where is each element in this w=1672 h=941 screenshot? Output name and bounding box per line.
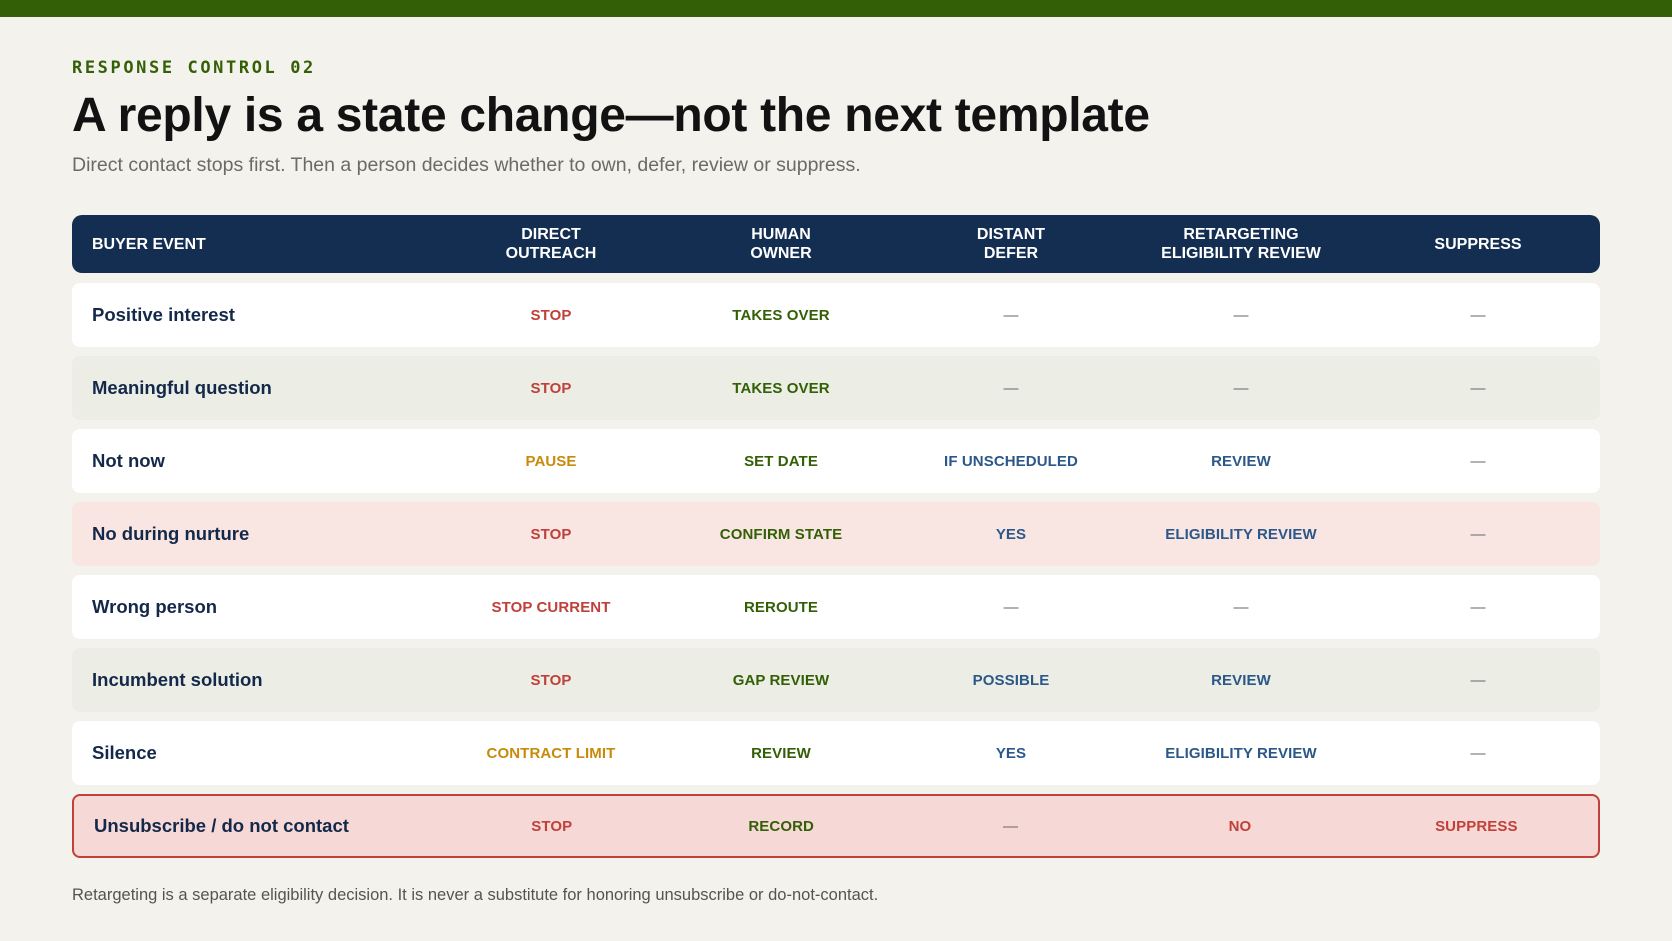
suppress-cell: — [1470,306,1486,324]
header-human-owner: HUMAN OWNER [750,226,812,262]
buyer-event-cell: No during nurture [92,523,250,544]
buyer-event-cell: Incumbent solution [92,669,263,690]
suppress-cell: — [1470,671,1486,689]
human-owner-cell: CONFIRM STATE [719,525,843,543]
buyer-event-cell: Positive interest [92,304,235,325]
page-subtitle: Direct contact stops first. Then a perso… [72,154,861,176]
retargeting-review-cell: ELIGIBILITY REVIEW [1165,525,1317,543]
human-owner-cell: GAP REVIEW [732,671,830,689]
direct-outreach-cell: STOP [530,671,572,689]
top-accent-bar [0,0,1672,17]
suppress-cell: — [1470,744,1486,762]
buyer-event-cell: Meaningful question [92,377,272,398]
retargeting-review-cell: NO [1228,817,1252,835]
header-direct-outreach: DIRECT OUTREACH [505,226,597,262]
suppress-cell: — [1470,525,1486,543]
human-owner-cell: REROUTE [743,598,819,616]
table-row: Silence CONTRACT LIMIT REVIEW YES ELIGIBILIT… [72,721,1600,785]
response-control-table: BUYER EVENT DIRECT OUTREACH HUMAN OWNER … [72,215,1600,858]
header-suppress: SUPPRESS [1434,235,1522,253]
distant-defer-cell: IF UNSCHEDULED [944,452,1078,470]
distant-defer-cell: — [1003,379,1019,397]
direct-outreach-cell: STOP [530,525,572,543]
table-row: Not now PAUSE SET DATE IF UNSCHEDULED REVIEW… [72,429,1600,493]
retargeting-review-cell: ELIGIBILITY REVIEW [1165,744,1317,762]
table-body: Positive interest STOP TAKES OVER — — — Meanin… [72,283,1600,858]
table-row: Unsubscribe / do not contact STOP RECORD — N… [72,794,1600,858]
suppress-cell: — [1470,379,1486,397]
distant-defer-cell: — [1003,306,1019,324]
direct-outreach-cell: CONTRACT LIMIT [486,744,616,762]
retargeting-review-cell: REVIEW [1211,671,1271,689]
table-header: BUYER EVENT DIRECT OUTREACH HUMAN OWNER … [72,215,1600,273]
direct-outreach-cell: STOP [531,817,573,835]
table-row: No during nurture STOP CONFIRM STATE YES ELI… [72,502,1600,566]
section-eyebrow: RESPONSE CONTROL 02 [72,58,316,78]
human-owner-cell: RECORD [748,817,814,835]
distant-defer-cell: YES [995,525,1027,543]
distant-defer-cell: — [1003,598,1019,616]
footnote: Retargeting is a separate eligibility de… [72,886,879,904]
table-row: Incumbent solution STOP GAP REVIEW POSSIBLE… [72,648,1600,712]
buyer-event-cell: Not now [92,450,165,471]
direct-outreach-cell: STOP [530,306,572,324]
suppress-cell: — [1470,598,1486,616]
direct-outreach-cell: STOP [530,379,572,397]
human-owner-cell: TAKES OVER [732,306,830,324]
buyer-event-cell: Silence [92,742,157,763]
human-owner-cell: REVIEW [751,744,811,762]
buyer-event-cell: Unsubscribe / do not contact [94,815,349,836]
table-row: Meaningful question STOP TAKES OVER — — — [72,356,1600,420]
retargeting-review-cell: — [1233,306,1249,324]
retargeting-review-cell: — [1233,379,1249,397]
distant-defer-cell: YES [995,744,1027,762]
human-owner-cell: SET DATE [744,452,818,470]
direct-outreach-cell: PAUSE [525,452,577,470]
direct-outreach-cell: STOP CURRENT [491,598,611,616]
retargeting-review-cell: — [1233,598,1249,616]
page-title: A reply is a state change—not the next t… [72,89,1150,142]
suppress-cell: SUPPRESS [1435,817,1518,835]
header-buyer-event: BUYER EVENT [92,235,206,253]
buyer-event-cell: Wrong person [92,596,218,617]
distant-defer-cell: POSSIBLE [972,671,1050,689]
header-retargeting-review: RETARGETING ELIGIBILITY REVIEW [1161,226,1321,262]
header-distant-defer: DISTANT DEFER [976,226,1046,262]
retargeting-review-cell: REVIEW [1211,452,1271,470]
distant-defer-cell: — [1003,817,1019,835]
table-row: Positive interest STOP TAKES OVER — — — [72,283,1600,347]
table-row: Wrong person STOP CURRENT REROUTE — — — [72,575,1600,639]
human-owner-cell: TAKES OVER [732,379,830,397]
suppress-cell: — [1470,452,1486,470]
